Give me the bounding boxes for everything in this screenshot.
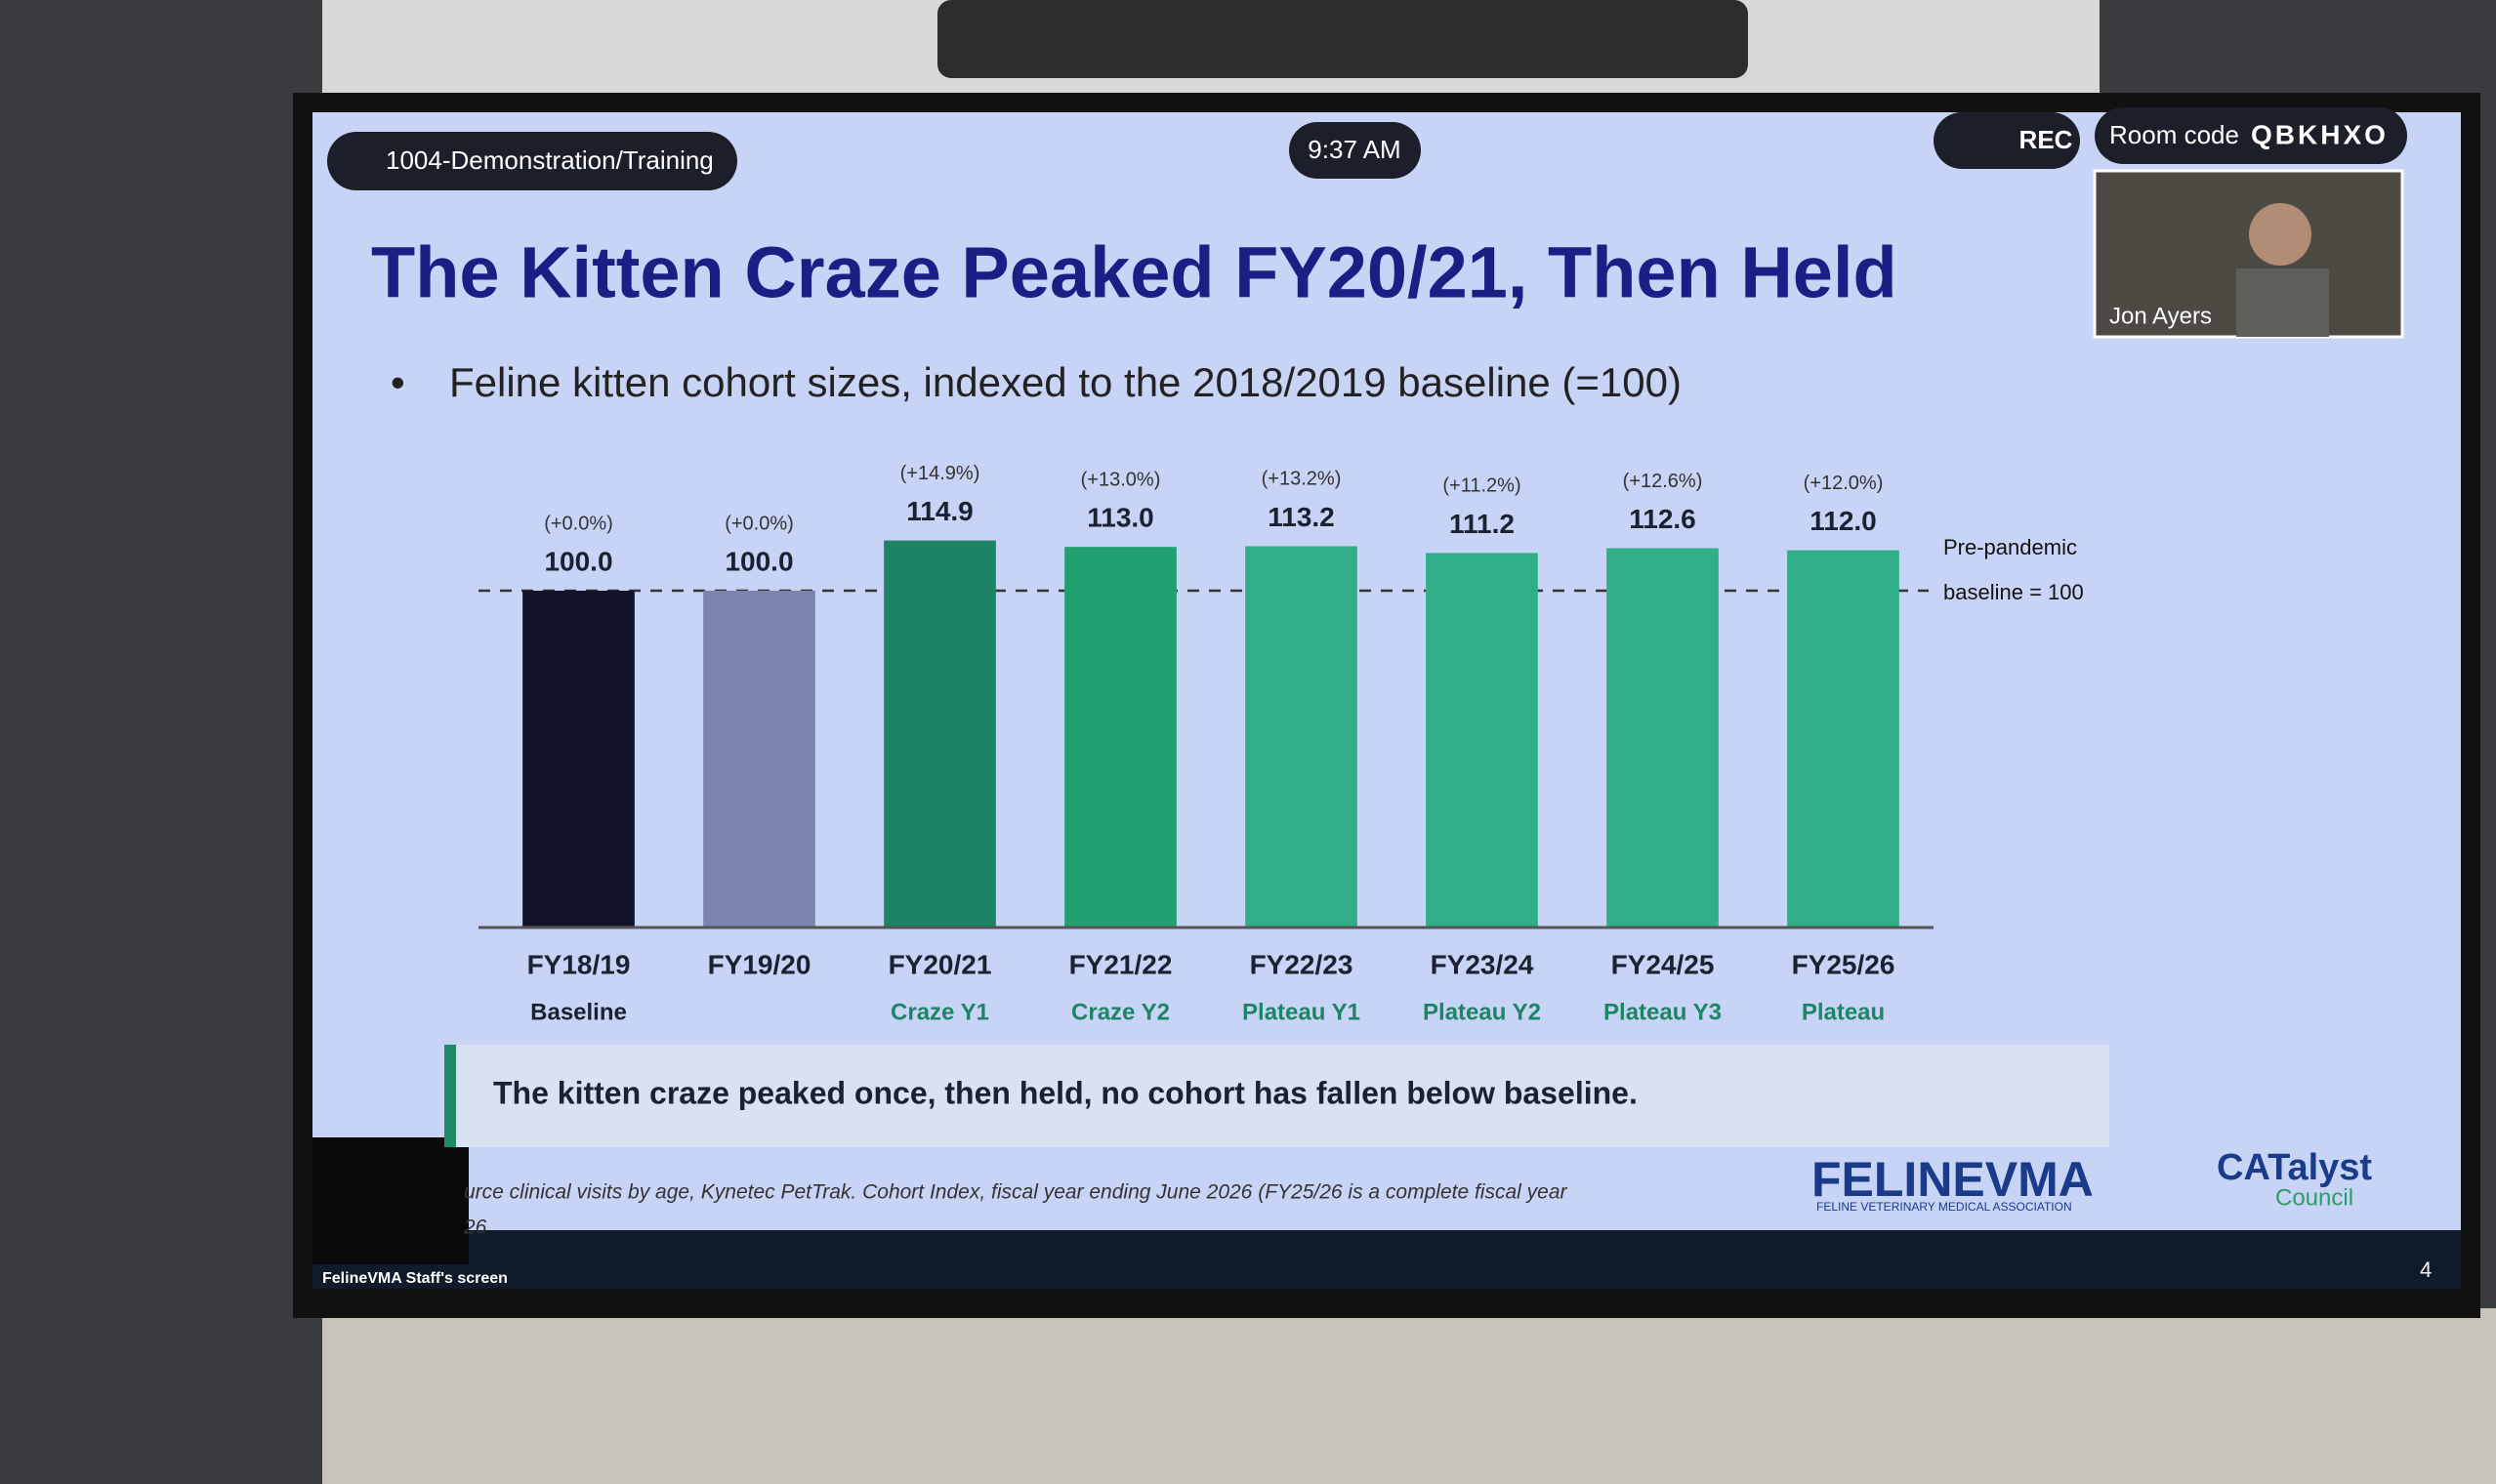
change-label: (+11.2%): [1442, 475, 1520, 497]
change-label: (+0.0%): [544, 513, 613, 534]
catalyst-sub: Council: [2275, 1184, 2353, 1211]
value-label: 111.2: [1449, 509, 1515, 539]
bullet: •: [391, 359, 405, 405]
value-label: 112.0: [1810, 506, 1877, 536]
value-label: 113.2: [1268, 502, 1335, 532]
x-sublabel: Plateau Y2: [1423, 999, 1541, 1025]
x-tick-label: FY23/24: [1431, 949, 1534, 979]
catalyst-logo: CATalyst: [2217, 1147, 2372, 1188]
bar: [1245, 546, 1357, 928]
felinevma-tagline: FELINE VETERINARY MEDICAL ASSOCIATION: [1816, 1200, 2072, 1214]
value-label: 114.9: [906, 496, 974, 526]
callout-box: [444, 1045, 2109, 1147]
self-view: [312, 1137, 469, 1264]
reference-label: baseline = 100: [1943, 580, 2084, 604]
bar: [703, 591, 815, 928]
room-code-label: Room code: [2109, 120, 2239, 149]
change-label: (+14.9%): [900, 463, 980, 484]
x-tick-label: FY19/20: [708, 949, 811, 979]
x-tick-label: FY25/26: [1792, 949, 1895, 979]
bar: [522, 591, 635, 928]
floor-area: [322, 1308, 2496, 1484]
bar: [884, 540, 996, 928]
rec: REC: [2019, 125, 2073, 154]
x-sublabel: Baseline: [530, 999, 627, 1025]
bar: [1606, 548, 1719, 928]
change-label: (+13.0%): [1081, 469, 1161, 490]
change-label: (+12.0%): [1804, 473, 1884, 494]
x-tick-label: FY22/23: [1250, 949, 1353, 979]
room-code: QBKHXO: [2251, 119, 2389, 149]
value-label: 113.0: [1087, 503, 1154, 533]
bar: [1064, 547, 1177, 928]
value-label: 112.6: [1629, 504, 1696, 534]
chart-subtitle: Feline kitten cohort sizes, indexed to t…: [449, 359, 1682, 405]
rec-pill: [1934, 112, 2080, 169]
callout: The kitten craze peaked once, then held,…: [493, 1075, 1638, 1110]
participant-name: Jon Ayers: [2109, 303, 2212, 329]
change-label: (+0.0%): [725, 513, 794, 534]
chart-title: The Kitten Craze Peaked FY20/21, Then He…: [371, 232, 1897, 313]
value-label: 100.0: [725, 546, 793, 576]
x-sublabel: Plateau Y1: [1242, 999, 1360, 1025]
x-tick-label: FY21/22: [1069, 949, 1173, 979]
plot: 100.0 (+0.0%) FY18/19 Baseline 100.0 (+0.0%) F…: [478, 463, 1934, 1025]
participant-count[interactable]: 4: [2420, 1257, 2432, 1282]
x-sublabel: Plateau Y3: [1603, 999, 1722, 1025]
participant-body: [2236, 268, 2329, 337]
shared-screen-label: FelineVMA Staff's screen: [322, 1270, 508, 1287]
bar: [1426, 553, 1538, 928]
time-pill: [1289, 122, 1421, 179]
camera-bar: [937, 0, 1748, 78]
meeting-bottom-bar: [312, 1230, 2461, 1289]
bar: [1787, 550, 1899, 928]
x-sublabel: Craze Y1: [891, 999, 989, 1025]
change-label: (+12.6%): [1623, 471, 1703, 492]
x-tick-label: FY24/25: [1611, 949, 1715, 979]
reference-label: Pre-pandemic: [1943, 535, 2077, 559]
room-code-pill: [2095, 107, 2407, 164]
x-tick-label: FY20/21: [889, 949, 992, 979]
change-label: (+13.2%): [1262, 469, 1342, 490]
time: 9:37 AM: [1308, 135, 1400, 164]
source-line: 26: [463, 1216, 487, 1239]
x-sublabel: Craze Y2: [1071, 999, 1170, 1025]
participant-face: [2249, 203, 2311, 266]
callout-accent: [444, 1045, 456, 1147]
x-tick-label: FY18/19: [527, 949, 631, 979]
source-line: urce clinical visits by age, Kynetec Pet…: [464, 1181, 1568, 1204]
room-pill: [327, 132, 737, 190]
felinevma-logo: FELINEVMA: [1811, 1152, 2094, 1207]
x-sublabel: Plateau: [1802, 999, 1885, 1025]
room-name: 1004-Demonstration/Training: [386, 145, 714, 175]
value-label: 100.0: [544, 546, 612, 576]
